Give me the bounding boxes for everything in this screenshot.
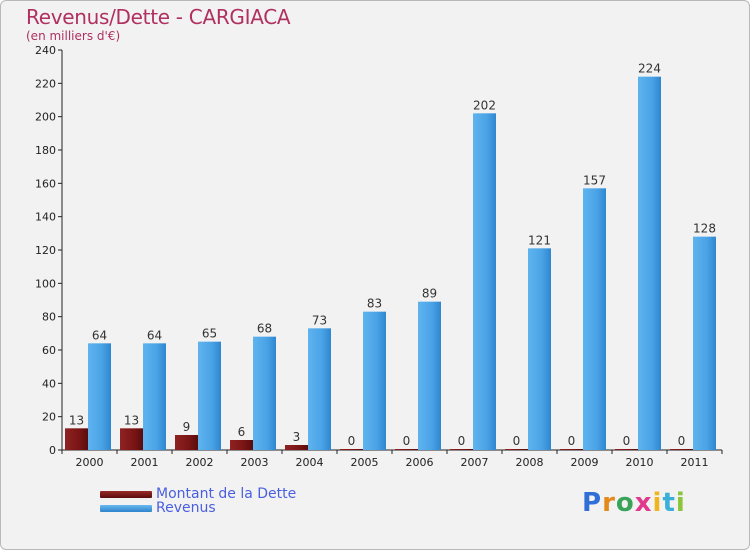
logo-letter: t (662, 488, 676, 518)
legend-item-revenus: Revenus (100, 500, 296, 516)
bar-dette (340, 449, 363, 450)
legend-item-dette: Montant de la Dette (100, 486, 297, 502)
bar-revenus (198, 341, 221, 450)
bar-revenus (363, 311, 386, 450)
y-tick-label: 40 (42, 377, 56, 390)
bar-revenus (253, 336, 276, 450)
bar-revenus (693, 236, 716, 450)
data-label: 224 (638, 62, 661, 76)
data-label: 121 (528, 233, 551, 247)
data-label: 0 (678, 434, 686, 448)
x-tick-label: 2005 (351, 456, 379, 469)
bar-revenus (583, 188, 606, 451)
data-label: 0 (403, 434, 411, 448)
logo-letter: i (675, 488, 686, 518)
data-label: 6 (238, 425, 246, 439)
data-label: 0 (513, 434, 521, 448)
legend-label-revenus: Revenus (156, 500, 216, 516)
bar-revenus (308, 328, 331, 450)
bar-dette (120, 428, 143, 450)
bar-revenus (528, 248, 551, 450)
x-tick-label: 2003 (241, 456, 269, 469)
data-label: 0 (458, 434, 466, 448)
bar-revenus (638, 76, 661, 451)
bar-dette (670, 449, 693, 450)
chart-subtitle: (en milliers d'€) (26, 29, 121, 43)
x-tick-label: 2008 (516, 456, 544, 469)
logo-letter: i (652, 488, 663, 518)
x-tick-label: 2002 (186, 456, 214, 469)
logo-letter: r (602, 488, 616, 518)
chart-title: Revenus/Dette - CARGIACA (26, 5, 291, 29)
data-label: 13 (69, 413, 84, 427)
x-tick-label: 2004 (296, 456, 324, 469)
legend-label-dette: Montant de la Dette (156, 486, 297, 502)
logo-letter: o (615, 488, 635, 518)
data-label: 13 (124, 413, 139, 427)
x-tick-label: 2006 (406, 456, 434, 469)
bar-dette (395, 449, 418, 450)
data-label: 89 (422, 287, 437, 301)
data-label: 64 (92, 328, 107, 342)
legend-swatch-revenus (100, 504, 152, 512)
data-label: 9 (183, 420, 191, 434)
x-tick-label: 2011 (681, 456, 709, 469)
y-tick-label: 0 (49, 444, 56, 457)
bar-dette (505, 449, 528, 450)
logo-letter: x (634, 488, 653, 518)
proxiti-logo: Proxiti (582, 488, 686, 518)
data-label: 83 (367, 297, 382, 311)
y-tick-label: 220 (35, 77, 56, 90)
y-tick-label: 200 (35, 111, 56, 124)
bar-dette (175, 435, 198, 450)
data-label: 64 (147, 328, 162, 342)
legend-swatch-dette (100, 490, 152, 498)
legend: Montant de la Dette Revenus (100, 486, 297, 516)
data-label: 3 (293, 430, 301, 444)
x-tick-label: 2001 (131, 456, 159, 469)
y-tick-label: 180 (35, 144, 56, 157)
bar-dette (230, 440, 253, 450)
bar-dette (65, 428, 88, 450)
y-tick-label: 120 (35, 244, 56, 257)
data-label: 0 (623, 434, 631, 448)
logo-letter: P (582, 488, 603, 518)
x-tick-label: 2007 (461, 456, 489, 469)
y-tick-label: 240 (35, 44, 56, 57)
bar-revenus (143, 343, 166, 450)
x-tick-label: 2000 (76, 456, 104, 469)
data-label: 202 (473, 98, 496, 112)
bar-revenus (473, 113, 496, 450)
bar-dette (285, 445, 308, 450)
x-tick-label: 2009 (571, 456, 599, 469)
data-label: 65 (202, 327, 217, 341)
bar-dette (450, 449, 473, 450)
bar-revenus (88, 343, 111, 450)
x-tick-label: 2010 (626, 456, 654, 469)
y-tick-label: 100 (35, 277, 56, 290)
data-label: 0 (568, 434, 576, 448)
data-label: 157 (583, 173, 606, 187)
data-label: 0 (348, 434, 356, 448)
data-label: 128 (693, 222, 716, 236)
y-tick-label: 20 (42, 411, 56, 424)
y-tick-label: 140 (35, 211, 56, 224)
y-tick-label: 80 (42, 311, 56, 324)
data-label: 73 (312, 313, 327, 327)
y-tick-label: 160 (35, 177, 56, 190)
bar-dette (560, 449, 583, 450)
data-label: 68 (257, 322, 272, 336)
bar-dette (615, 449, 638, 450)
bar-revenus (418, 301, 441, 450)
y-tick-label: 60 (42, 344, 56, 357)
